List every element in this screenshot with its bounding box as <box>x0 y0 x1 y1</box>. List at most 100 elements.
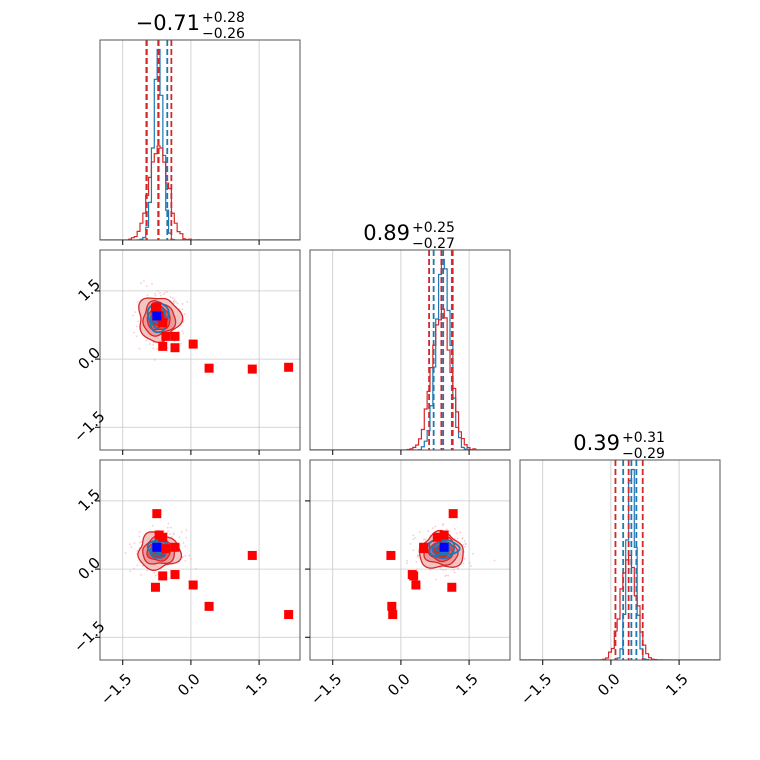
sample-dot <box>444 575 446 577</box>
point-marker-0 <box>152 509 162 519</box>
sample-dot <box>186 301 189 303</box>
sample-dot <box>132 567 135 570</box>
sample-dot <box>138 347 141 350</box>
sample-dot <box>154 574 157 577</box>
sample-dot <box>463 557 466 560</box>
point-marker-7 <box>188 580 198 590</box>
panel-p1-p0: −1.50.01.5 <box>70 249 301 455</box>
sample-dot <box>136 549 139 552</box>
sample-dot <box>170 535 173 538</box>
sample-dot <box>162 293 165 296</box>
sample-dot <box>414 536 417 539</box>
sample-dot <box>143 280 145 282</box>
sample-dot <box>172 532 175 535</box>
panel-p2-p0: −1.5 0.0 1.5−1.50.01.5 <box>70 459 301 709</box>
y-tick-label: −1.5 <box>70 617 108 655</box>
sample-dot <box>442 522 445 525</box>
sample-dot <box>132 314 134 317</box>
sample-dot <box>184 555 187 557</box>
point-marker-11 <box>284 610 294 620</box>
sample-dot <box>167 346 169 349</box>
sample-dot <box>412 534 415 537</box>
marginal-title-p2: 0.39 +0.31−0.29 <box>573 430 665 462</box>
sample-dot <box>156 289 159 292</box>
point-marker-2 <box>432 532 442 542</box>
sample-dot <box>456 567 459 570</box>
point-marker-11 <box>284 362 294 372</box>
truth-marker <box>152 542 162 552</box>
x-tick-label: 1.5 <box>242 670 272 700</box>
sample-dot <box>138 535 141 538</box>
point-marker-7 <box>188 339 198 349</box>
sample-dot <box>178 536 181 539</box>
x-tick-label: 0.0 <box>594 670 624 700</box>
sample-dot <box>406 562 409 565</box>
sample-dot <box>463 540 466 542</box>
sample-dot <box>158 291 161 294</box>
histogram-posterior-A <box>310 258 510 450</box>
sample-dot <box>137 320 140 323</box>
sample-dot <box>160 294 162 297</box>
panel-p2-p1: −1.5 0.0 1.5 <box>305 459 511 709</box>
title-minus: −0.29 <box>622 446 665 462</box>
sample-dot <box>412 549 415 552</box>
sample-dot <box>154 292 157 295</box>
x-tick-label: 0.0 <box>384 670 414 700</box>
sample-dot <box>453 571 456 574</box>
sample-dot <box>179 342 182 345</box>
histogram-posterior-A <box>520 468 720 660</box>
sample-dot <box>468 562 471 564</box>
sample-dot <box>145 339 148 342</box>
sample-dot <box>151 283 153 285</box>
x-tick-label: −1.5 <box>517 670 555 708</box>
sample-dot <box>133 542 136 545</box>
point-marker-3 <box>161 331 171 341</box>
sample-dot <box>168 533 171 535</box>
sample-dot <box>152 347 155 350</box>
sample-dot <box>435 578 438 581</box>
sample-dot <box>139 541 141 544</box>
x-tick-label: −1.5 <box>307 670 345 708</box>
sample-dot <box>447 574 450 577</box>
sample-dot <box>148 343 151 345</box>
sample-dot <box>445 568 447 571</box>
sample-dot <box>176 302 179 305</box>
sample-dot <box>452 568 455 571</box>
panel-frame <box>99 39 301 241</box>
sample-dot <box>416 554 419 557</box>
sample-dot <box>154 294 157 297</box>
sample-dot <box>164 291 166 294</box>
sample-dot <box>456 532 459 535</box>
panel-p2-p2: −1.5 0.0 1.5 <box>517 459 721 709</box>
point-marker-10 <box>386 550 396 560</box>
sample-dot <box>140 282 142 285</box>
sample-dot <box>181 302 184 305</box>
sample-dot <box>135 325 138 328</box>
sample-dot <box>183 313 186 315</box>
histogram-posterior-A <box>100 48 300 240</box>
point-marker-6 <box>150 303 160 313</box>
histogram-posterior-B <box>100 145 300 240</box>
sample-dot <box>130 546 133 548</box>
histogram-posterior-B <box>520 554 720 660</box>
sample-dot <box>152 343 155 346</box>
sample-dot <box>181 330 184 333</box>
sample-dot <box>172 300 175 303</box>
sample-dot <box>153 358 156 361</box>
sample-dot <box>180 531 183 534</box>
sample-dot <box>412 538 415 541</box>
panel-p1-p1 <box>309 249 511 455</box>
sample-dot <box>440 568 442 571</box>
sample-dot <box>151 524 154 527</box>
sample-dot <box>462 543 465 546</box>
sample-dot <box>459 531 462 534</box>
point-marker-8 <box>407 570 417 580</box>
x-tick-label: 0.0 <box>174 670 204 700</box>
sample-dot <box>128 543 131 546</box>
title-minus: −0.26 <box>202 26 245 42</box>
sample-dot <box>416 568 419 571</box>
truth-marker <box>439 542 449 552</box>
sample-dot <box>129 570 132 573</box>
sample-dot <box>181 308 184 311</box>
